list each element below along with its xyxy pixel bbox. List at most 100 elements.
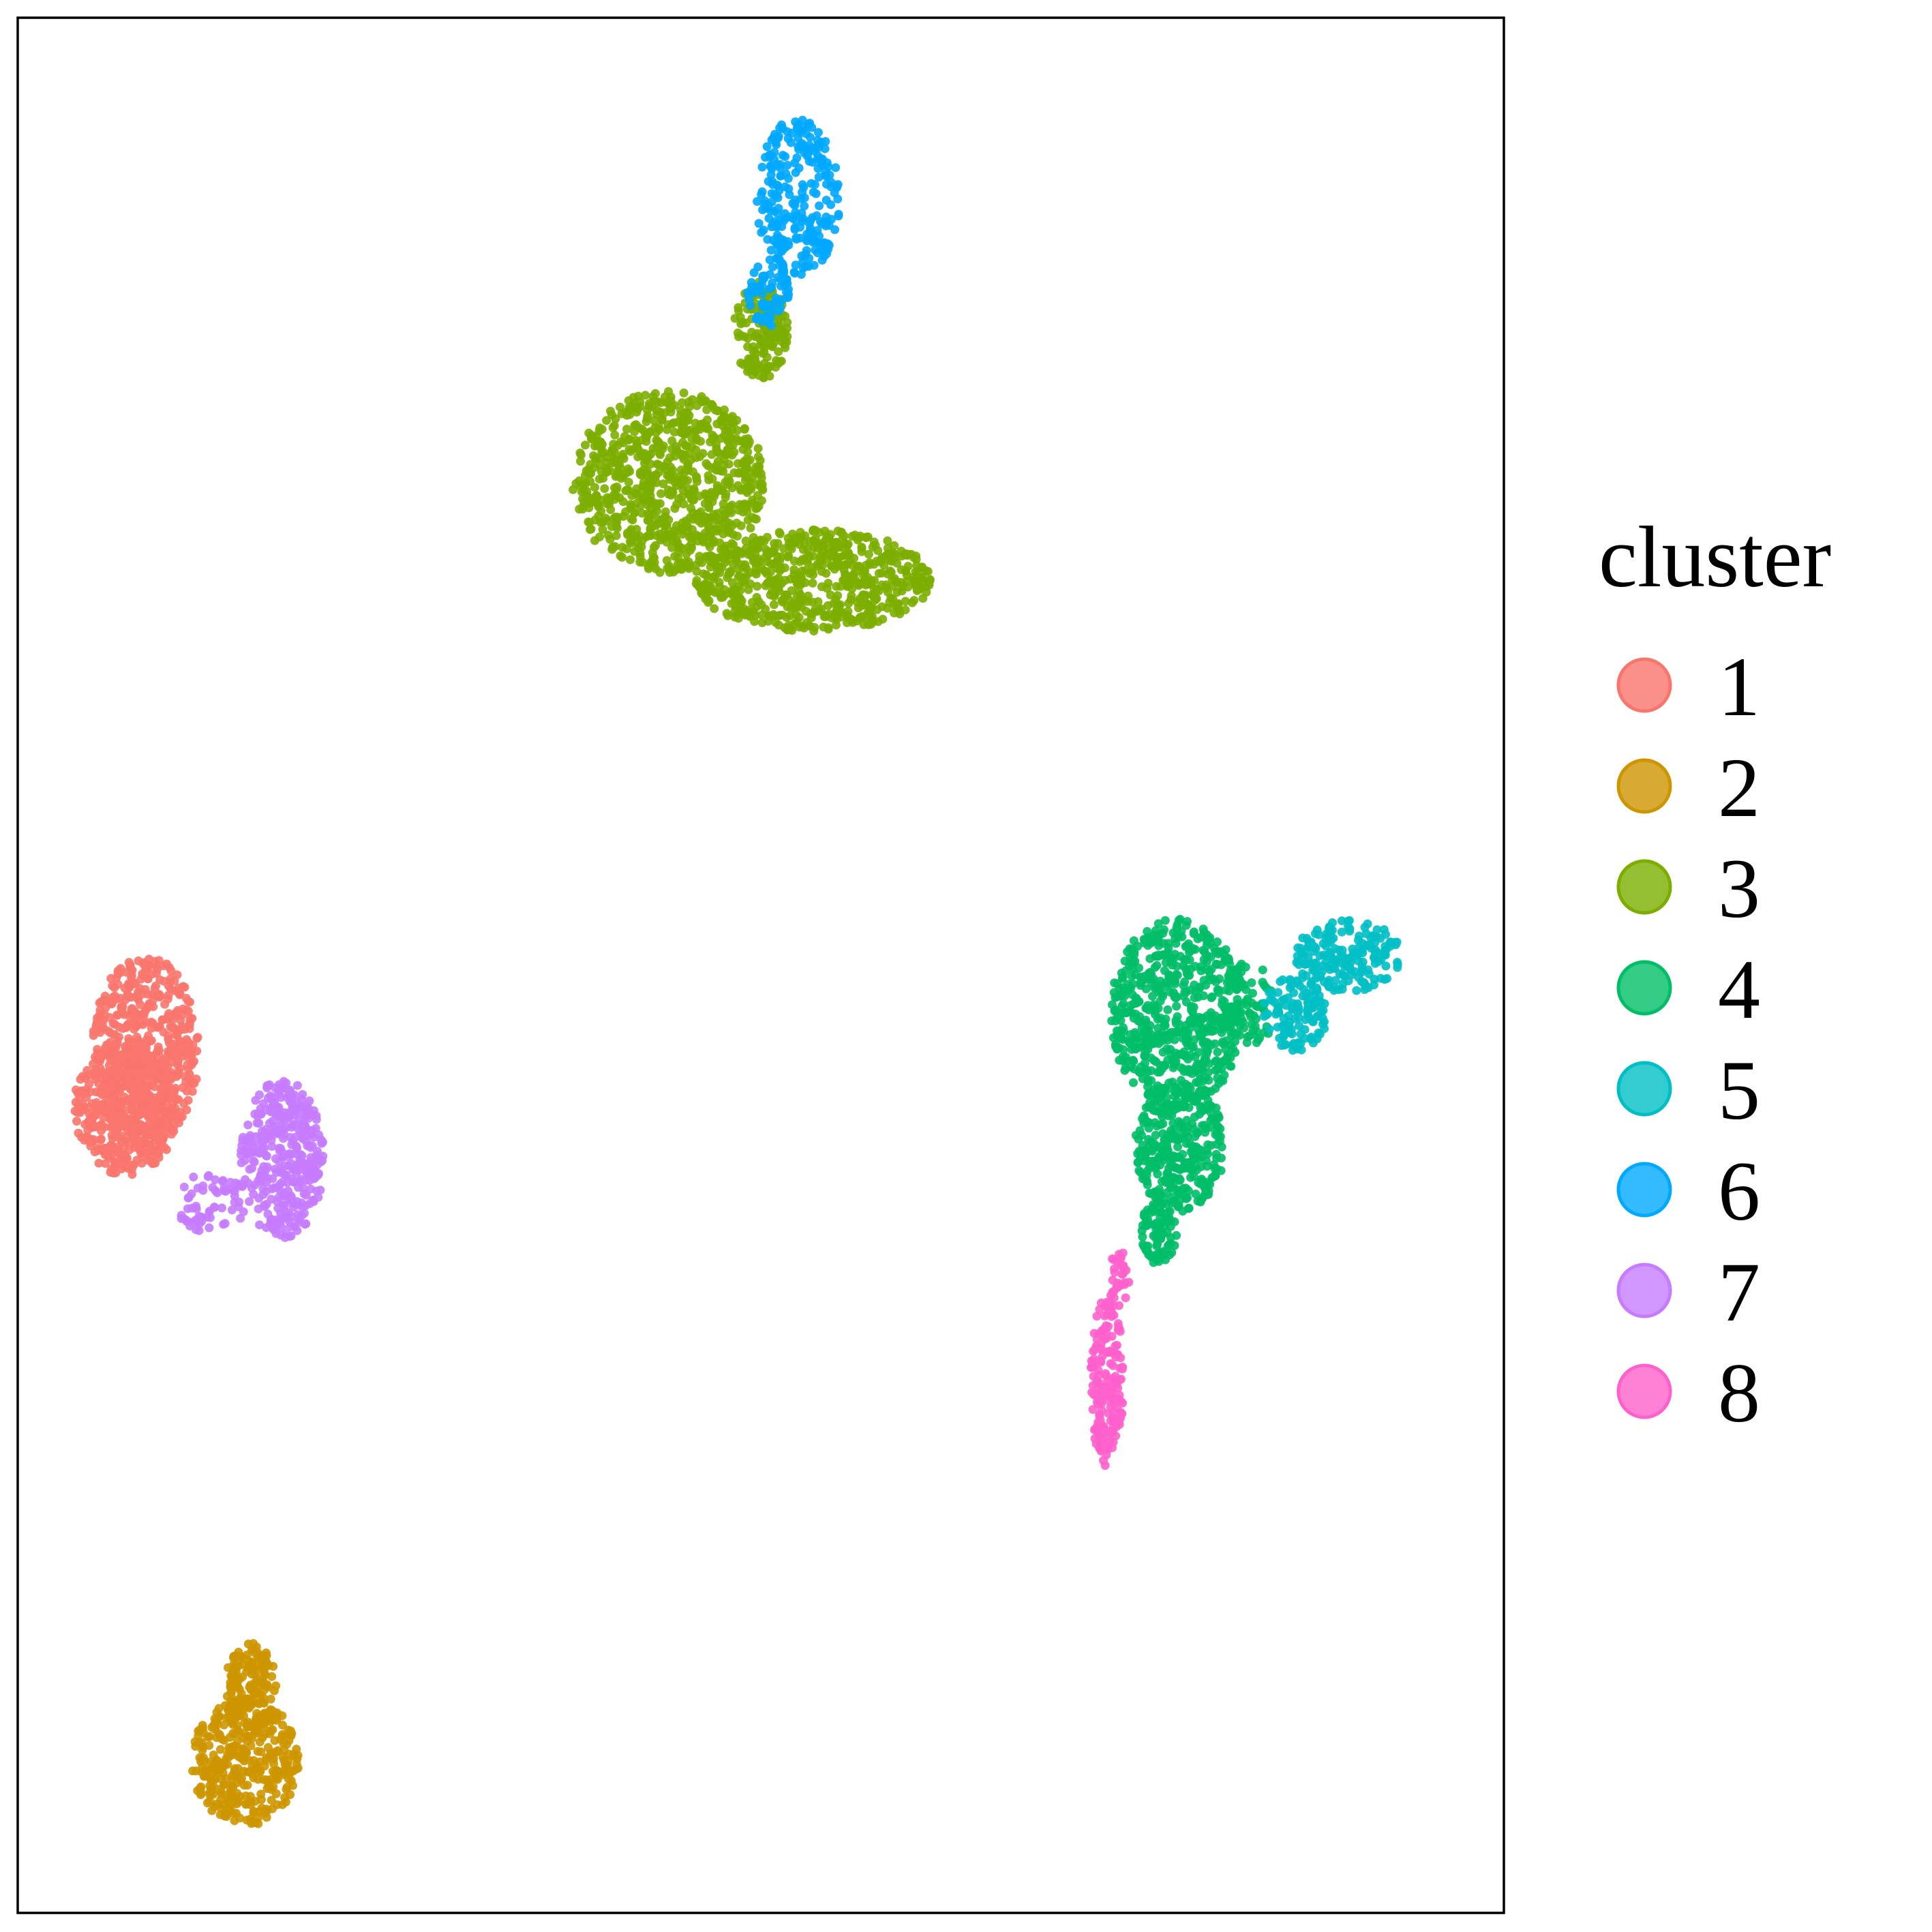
point-cluster-4 bbox=[1129, 1078, 1138, 1087]
point-cluster-3 bbox=[796, 528, 805, 537]
point-cluster-2 bbox=[266, 1694, 275, 1704]
point-cluster-1 bbox=[142, 1067, 151, 1076]
point-cluster-4 bbox=[1216, 1166, 1226, 1175]
point-cluster-3 bbox=[671, 442, 681, 451]
point-cluster-4 bbox=[1160, 1175, 1170, 1185]
point-cluster-1 bbox=[107, 1141, 117, 1150]
point-cluster-4 bbox=[1198, 991, 1208, 1001]
point-cluster-4 bbox=[1110, 978, 1119, 988]
point-cluster-5 bbox=[1305, 959, 1315, 968]
point-cluster-4 bbox=[1156, 1207, 1166, 1217]
point-cluster-1 bbox=[134, 1036, 142, 1046]
point-cluster-3 bbox=[723, 444, 733, 454]
point-cluster-3 bbox=[751, 515, 761, 524]
point-cluster-6 bbox=[768, 236, 778, 245]
point-cluster-5 bbox=[1288, 1046, 1297, 1055]
point-cluster-1 bbox=[128, 1098, 138, 1107]
point-cluster-3 bbox=[883, 543, 892, 553]
point-cluster-1 bbox=[180, 982, 190, 992]
point-cluster-2 bbox=[195, 1726, 205, 1736]
point-cluster-5 bbox=[1273, 988, 1283, 997]
point-cluster-3 bbox=[852, 597, 862, 607]
point-cluster-2 bbox=[226, 1688, 236, 1697]
point-cluster-3 bbox=[618, 472, 628, 481]
point-cluster-1 bbox=[175, 1049, 184, 1059]
point-cluster-3 bbox=[641, 391, 650, 400]
point-cluster-3 bbox=[581, 440, 590, 450]
point-cluster-3 bbox=[639, 449, 649, 458]
point-cluster-6 bbox=[782, 275, 791, 284]
point-cluster-3 bbox=[724, 528, 734, 537]
point-cluster-4 bbox=[1112, 1030, 1121, 1040]
point-cluster-3 bbox=[691, 453, 701, 462]
point-cluster-3 bbox=[621, 486, 631, 496]
point-cluster-3 bbox=[595, 460, 605, 470]
point-cluster-4 bbox=[1157, 1098, 1166, 1108]
point-cluster-2 bbox=[256, 1795, 266, 1805]
point-cluster-1 bbox=[94, 1158, 104, 1168]
point-cluster-3 bbox=[600, 484, 609, 494]
point-cluster-4 bbox=[1201, 1156, 1211, 1166]
point-cluster-6 bbox=[834, 209, 843, 219]
point-cluster-1 bbox=[129, 1061, 138, 1070]
point-cluster-3 bbox=[695, 425, 705, 434]
point-cluster-4 bbox=[1198, 946, 1208, 955]
point-cluster-6 bbox=[809, 260, 819, 270]
point-cluster-3 bbox=[774, 359, 783, 368]
point-cluster-4 bbox=[1188, 1145, 1198, 1155]
point-cluster-2 bbox=[232, 1749, 242, 1759]
point-cluster-4 bbox=[1156, 1120, 1165, 1130]
point-cluster-4 bbox=[1179, 1123, 1188, 1133]
point-cluster-4 bbox=[1248, 988, 1257, 998]
point-cluster-3 bbox=[659, 479, 668, 489]
point-cluster-3 bbox=[667, 543, 677, 552]
point-cluster-3 bbox=[887, 556, 896, 566]
point-cluster-4 bbox=[1186, 1173, 1195, 1182]
point-cluster-6 bbox=[813, 164, 823, 173]
point-cluster-3 bbox=[738, 562, 748, 572]
point-cluster-4 bbox=[1174, 1176, 1183, 1185]
point-cluster-6 bbox=[759, 226, 768, 235]
point-cluster-3 bbox=[856, 614, 865, 623]
point-cluster-2 bbox=[268, 1766, 277, 1776]
point-cluster-2 bbox=[217, 1734, 226, 1744]
point-cluster-4 bbox=[1160, 1216, 1170, 1226]
point-cluster-1 bbox=[110, 983, 119, 993]
point-cluster-2 bbox=[244, 1704, 254, 1712]
point-cluster-6 bbox=[802, 236, 812, 245]
point-cluster-1 bbox=[142, 961, 151, 970]
point-cluster-6 bbox=[800, 193, 809, 202]
point-cluster-1 bbox=[108, 1018, 118, 1028]
point-cluster-2 bbox=[253, 1747, 262, 1756]
point-cluster-3 bbox=[642, 466, 652, 476]
point-cluster-4 bbox=[1218, 1037, 1227, 1046]
point-cluster-2 bbox=[238, 1672, 247, 1682]
point-cluster-5 bbox=[1293, 978, 1302, 987]
point-cluster-4 bbox=[1197, 1121, 1207, 1130]
point-cluster-3 bbox=[809, 543, 819, 552]
point-cluster-1 bbox=[106, 973, 116, 983]
point-cluster-2 bbox=[228, 1809, 238, 1818]
point-cluster-3 bbox=[676, 564, 685, 573]
point-cluster-3 bbox=[857, 543, 866, 552]
point-cluster-1 bbox=[185, 997, 194, 1007]
point-cluster-3 bbox=[809, 608, 818, 618]
point-cluster-3 bbox=[751, 569, 761, 579]
point-cluster-3 bbox=[618, 449, 628, 459]
point-cluster-2 bbox=[271, 1789, 281, 1798]
point-cluster-3 bbox=[586, 477, 595, 486]
point-cluster-5 bbox=[1306, 1034, 1316, 1044]
point-cluster-3 bbox=[730, 612, 740, 622]
point-cluster-3 bbox=[764, 578, 774, 588]
point-cluster-3 bbox=[715, 484, 725, 494]
point-cluster-3 bbox=[753, 480, 762, 489]
point-cluster-7 bbox=[292, 1081, 302, 1090]
point-cluster-1 bbox=[111, 1168, 121, 1177]
point-cluster-4 bbox=[1211, 1066, 1220, 1075]
point-cluster-3 bbox=[694, 532, 704, 541]
point-cluster-3 bbox=[684, 564, 693, 573]
point-cluster-2 bbox=[266, 1726, 275, 1736]
point-cluster-3 bbox=[720, 590, 729, 600]
point-cluster-3 bbox=[700, 489, 710, 498]
point-cluster-4 bbox=[1255, 1033, 1265, 1043]
